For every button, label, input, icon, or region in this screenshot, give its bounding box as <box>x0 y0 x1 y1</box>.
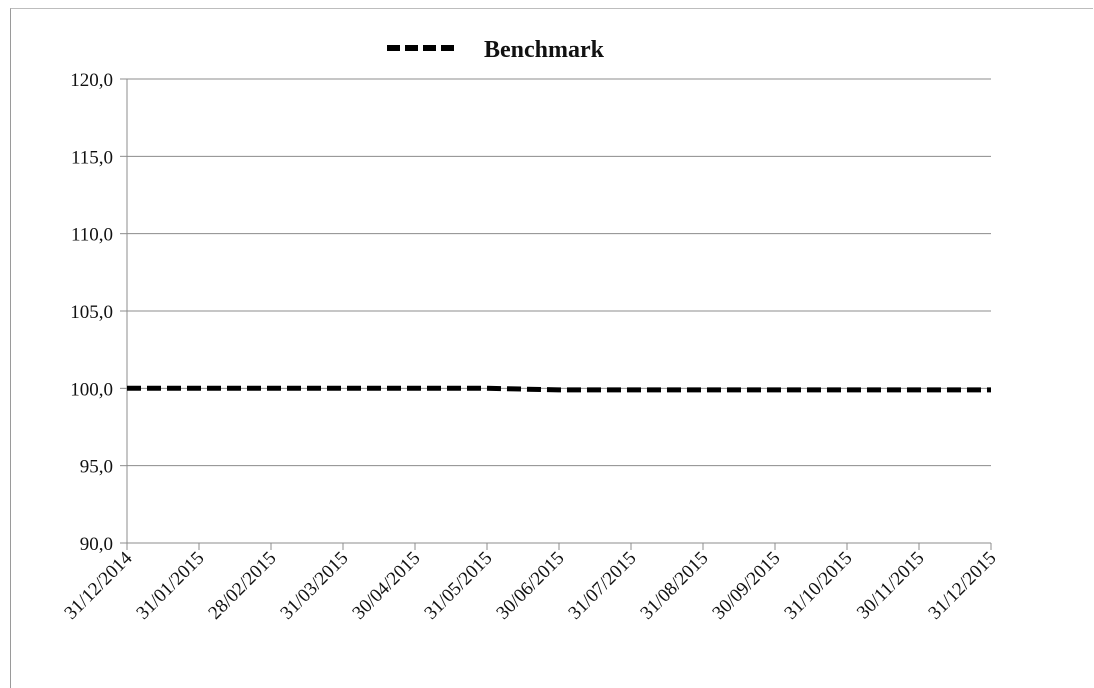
chart-frame <box>10 8 1093 688</box>
x-tick-label: 31/10/2015 <box>780 548 856 624</box>
legend-label-benchmark: Benchmark <box>484 37 605 63</box>
x-tick-label: 28/02/2015 <box>204 548 280 624</box>
x-tick-label: 31/01/2015 <box>132 548 208 624</box>
legend: Benchmark <box>387 37 605 63</box>
y-tick-label: 115,0 <box>71 147 113 168</box>
gridlines <box>127 78 991 467</box>
x-tick-label: 31/07/2015 <box>564 548 640 624</box>
x-tick-label: 30/11/2015 <box>853 548 929 624</box>
y-tick-labels: 90,0 95,0 100,0 105,0 110,0 115,0 120,0 <box>70 70 113 555</box>
y-tick-label: 95,0 <box>80 457 113 478</box>
series-line-benchmark <box>127 385 991 393</box>
x-ticks <box>126 543 992 550</box>
y-tick-label: 110,0 <box>71 225 113 246</box>
x-tick-label: 30/09/2015 <box>708 548 784 624</box>
x-tick-label: 31/03/2015 <box>276 548 352 624</box>
x-tick-label: 31/12/2015 <box>924 548 1000 624</box>
x-tick-label: 31/05/2015 <box>420 548 496 624</box>
y-tick-label: 105,0 <box>70 302 113 323</box>
series-group <box>127 385 991 393</box>
y-tick-label: 90,0 <box>80 534 113 555</box>
y-tick-label: 120,0 <box>70 70 113 91</box>
x-tick-label: 30/04/2015 <box>348 548 424 624</box>
x-tick-label: 30/06/2015 <box>492 548 568 624</box>
x-tick-labels: 31/12/201431/01/201528/02/201531/03/2015… <box>60 547 1000 623</box>
x-tick-label: 31/08/2015 <box>636 548 712 624</box>
x-tick-label: 31/12/2014 <box>60 547 136 623</box>
y-tick-label: 100,0 <box>70 379 113 400</box>
